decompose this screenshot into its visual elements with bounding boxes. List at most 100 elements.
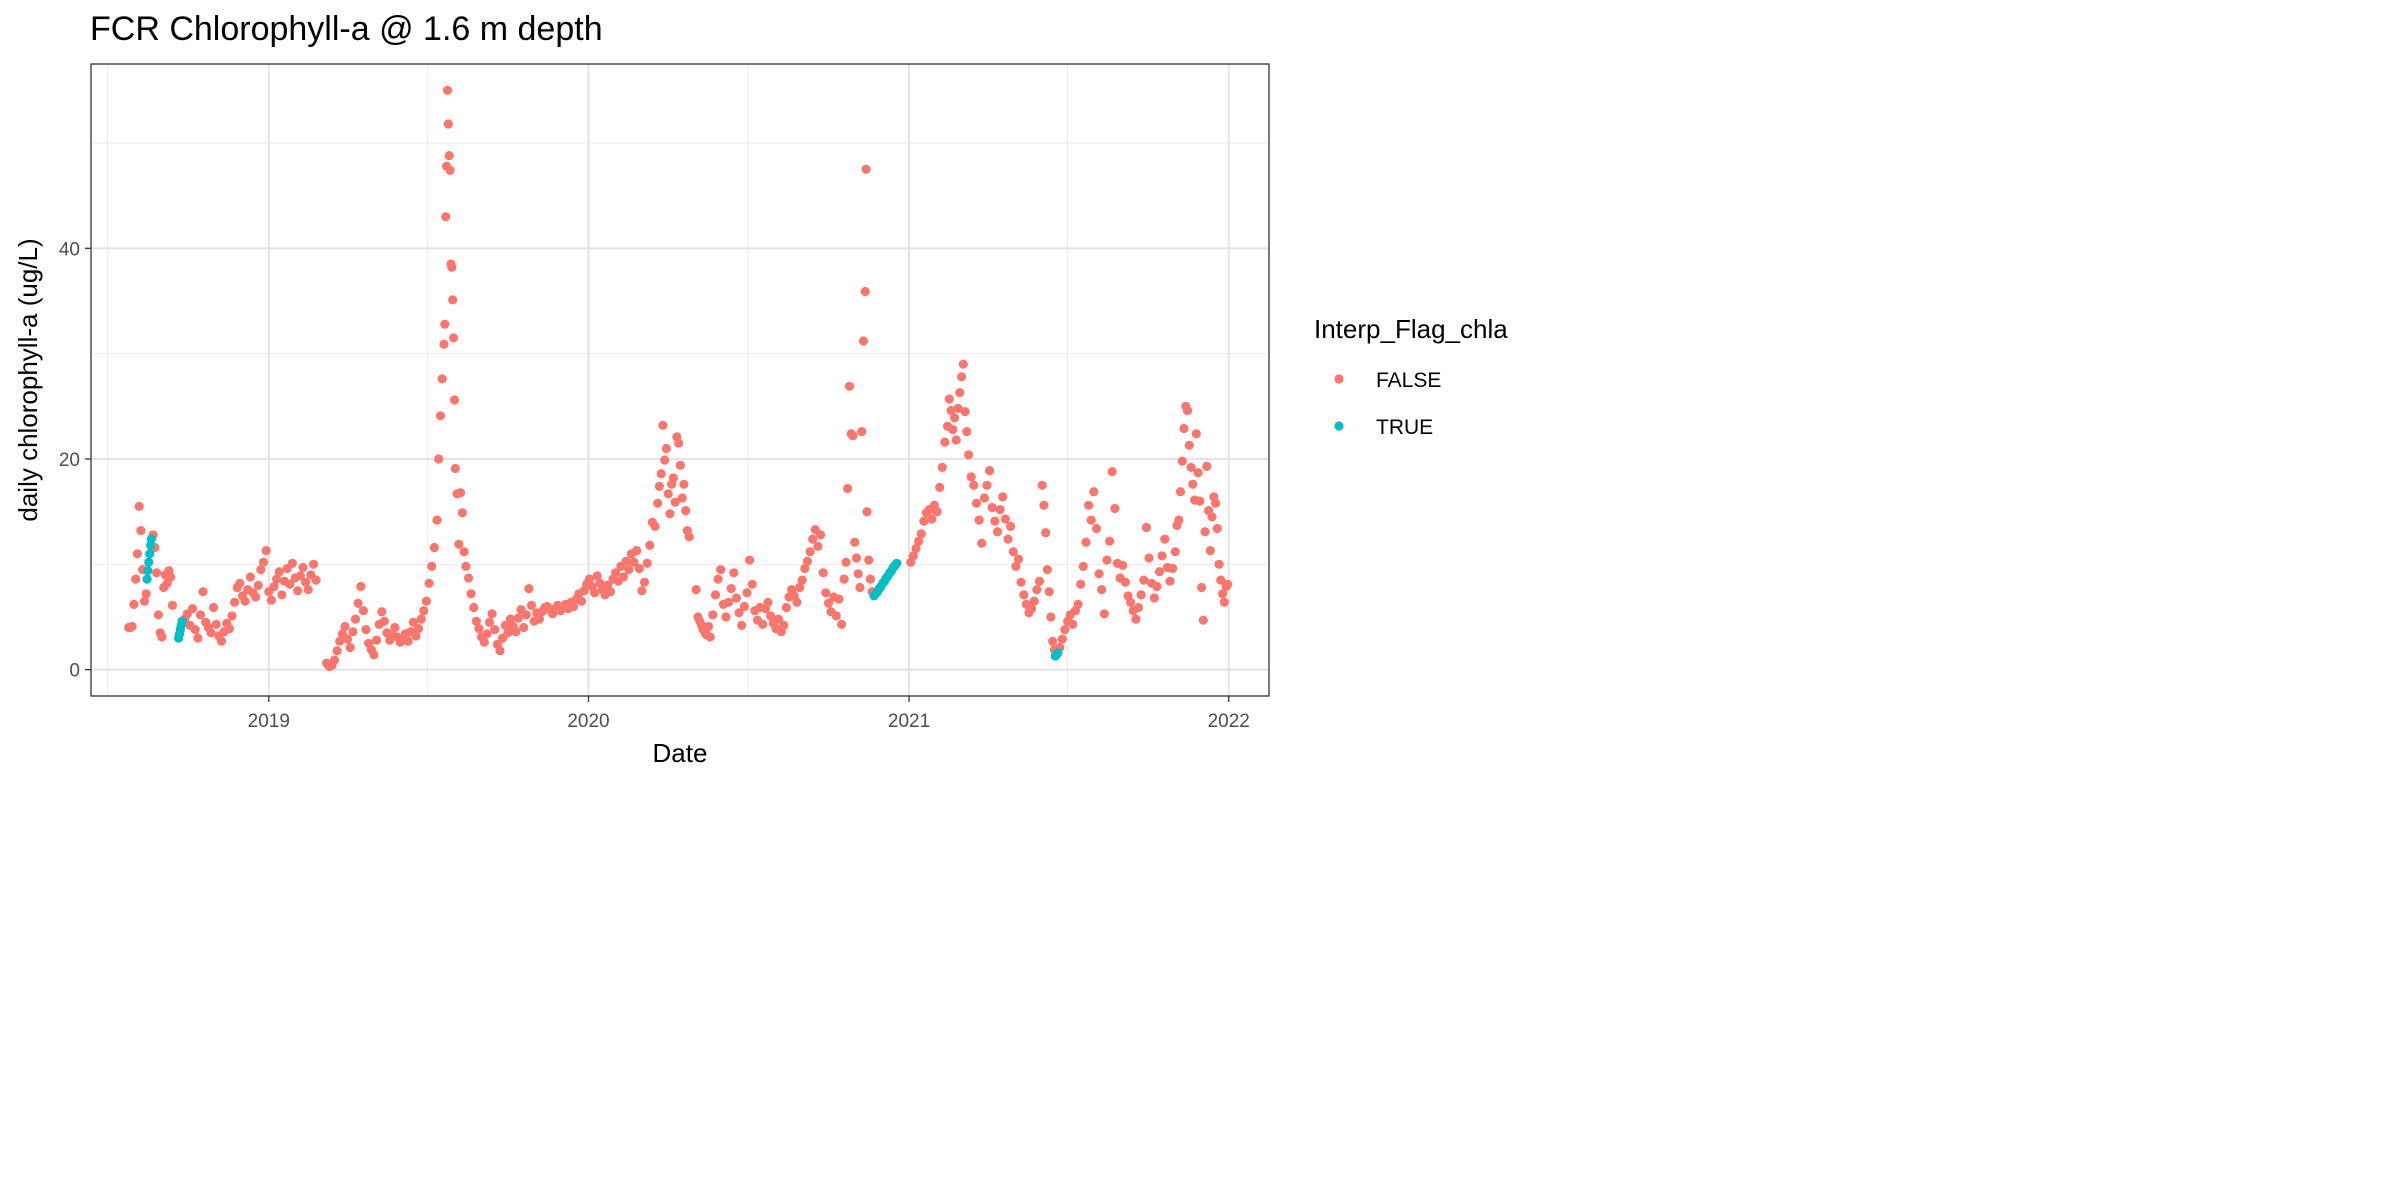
data-point-false	[209, 602, 219, 613]
data-point-false	[450, 463, 460, 474]
data-point-false	[1084, 500, 1094, 510]
data-point-false	[206, 628, 216, 638]
data-point-false	[131, 574, 141, 584]
legend-title: Interp_Flag_chla	[1314, 314, 1508, 344]
data-point-false	[449, 333, 459, 343]
data-point-false	[198, 587, 208, 597]
data-point-false	[1076, 579, 1086, 589]
data-point-false	[800, 563, 810, 574]
data-point-false	[710, 590, 721, 600]
data-point-false	[435, 411, 446, 421]
data-point-false	[1027, 604, 1037, 614]
y-axis: 0 20 40	[59, 239, 91, 682]
data-point-true	[142, 574, 152, 584]
data-point-false	[1013, 554, 1024, 564]
data-point-false	[858, 336, 869, 346]
data-point-false	[429, 542, 439, 553]
data-point-false	[724, 597, 734, 607]
data-point-false	[1136, 590, 1146, 600]
data-point-false	[463, 573, 474, 583]
data-point-false	[371, 635, 382, 645]
data-point-false	[303, 585, 313, 595]
data-point-false	[454, 539, 464, 549]
data-point-false	[739, 601, 750, 612]
data-point-false	[857, 427, 867, 437]
chart-title: FCR Chlorophyll-a @ 1.6 m depth	[90, 10, 603, 48]
data-point-false	[860, 286, 870, 297]
data-point-false	[134, 501, 144, 511]
data-point-false	[823, 598, 834, 608]
data-point-false	[459, 547, 469, 557]
legend: Interp_Flag_chla FALSE TRUE	[1314, 314, 1508, 439]
data-point-false	[684, 532, 694, 542]
data-point-false	[444, 151, 454, 161]
data-point-false	[1105, 536, 1115, 546]
data-point-false	[951, 435, 961, 445]
data-point-false	[779, 620, 789, 631]
data-point-false	[663, 489, 673, 499]
data-point-false	[484, 617, 495, 627]
data-point-false	[1216, 575, 1226, 585]
data-point-false	[987, 502, 997, 513]
data-point-false	[311, 575, 321, 585]
data-point-false	[977, 538, 987, 548]
x-tick-label: 2019	[248, 711, 290, 732]
legend-key-true	[1334, 421, 1344, 431]
data-point-false	[1195, 496, 1205, 506]
data-point-false	[471, 616, 481, 626]
data-point-false	[445, 165, 455, 175]
data-point-false	[361, 625, 371, 635]
data-point-false	[919, 516, 929, 526]
data-point-false	[966, 472, 976, 482]
data-point-true	[146, 534, 156, 544]
data-point-false	[437, 374, 447, 384]
data-point-false	[521, 610, 531, 620]
data-point-false	[141, 589, 151, 599]
data-point-false	[763, 597, 773, 607]
data-point-false	[726, 584, 736, 594]
data-point-false	[927, 514, 937, 524]
major-gridlines	[91, 64, 1269, 696]
data-point-false	[816, 530, 826, 540]
data-point-false	[490, 625, 500, 635]
data-point-false	[944, 394, 954, 404]
data-point-false	[621, 556, 631, 566]
data-point-false	[447, 262, 457, 272]
data-point-false	[293, 586, 303, 596]
data-point-false	[831, 611, 841, 621]
data-point-false	[802, 556, 813, 566]
data-point-false	[964, 450, 974, 460]
data-point-false	[377, 607, 387, 617]
data-point-false	[456, 488, 466, 498]
data-point-false	[495, 646, 505, 656]
data-point-false	[1193, 468, 1203, 478]
data-point-false	[713, 574, 723, 584]
data-point-false	[301, 577, 311, 587]
data-point-false	[957, 372, 967, 382]
data-point-false	[839, 574, 849, 584]
data-point-false	[1037, 480, 1047, 490]
data-point-false	[1060, 625, 1070, 635]
data-point-false	[443, 119, 453, 129]
data-point-false	[998, 492, 1008, 502]
data-point-false	[758, 619, 768, 630]
data-point-false	[157, 632, 167, 642]
data-point-false	[1097, 585, 1107, 595]
data-point-false	[818, 568, 828, 578]
data-point-false	[166, 572, 176, 582]
data-point-false	[277, 590, 287, 600]
data-point-false	[466, 589, 476, 599]
data-point-false	[979, 493, 990, 503]
data-points	[124, 85, 1233, 672]
data-point-false	[1081, 537, 1091, 547]
data-point-false	[1200, 527, 1210, 537]
legend-key-false	[1334, 374, 1344, 384]
data-point-false	[188, 604, 198, 614]
data-point-false	[590, 588, 600, 598]
data-point-false	[1186, 462, 1196, 472]
data-point-false	[843, 483, 853, 494]
data-point-false	[805, 547, 815, 557]
data-point-false	[353, 598, 363, 608]
data-point-true	[1053, 648, 1063, 658]
data-point-false	[650, 521, 660, 532]
